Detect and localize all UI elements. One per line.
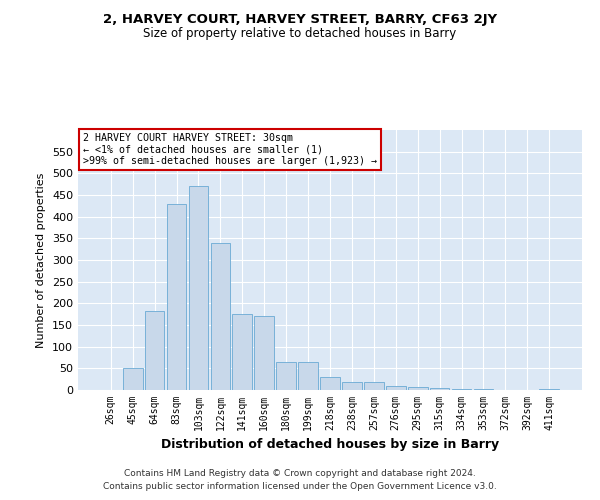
Bar — [232, 314, 252, 390]
Y-axis label: Number of detached properties: Number of detached properties — [37, 172, 46, 348]
Bar — [320, 377, 340, 390]
Bar — [276, 362, 296, 390]
Bar — [298, 362, 318, 390]
Bar — [254, 316, 274, 390]
Text: 2, HARVEY COURT, HARVEY STREET, BARRY, CF63 2JY: 2, HARVEY COURT, HARVEY STREET, BARRY, C… — [103, 12, 497, 26]
Bar — [364, 382, 384, 390]
Bar — [473, 389, 493, 390]
Bar — [145, 311, 164, 390]
Bar — [386, 386, 406, 390]
Bar — [342, 382, 362, 390]
Bar — [430, 388, 449, 390]
Bar — [452, 388, 472, 390]
Bar — [408, 387, 428, 390]
Text: Contains public sector information licensed under the Open Government Licence v3: Contains public sector information licen… — [103, 482, 497, 491]
Bar — [211, 242, 230, 390]
X-axis label: Distribution of detached houses by size in Barry: Distribution of detached houses by size … — [161, 438, 499, 452]
Text: Contains HM Land Registry data © Crown copyright and database right 2024.: Contains HM Land Registry data © Crown c… — [124, 468, 476, 477]
Bar — [123, 368, 143, 390]
Bar — [167, 204, 187, 390]
Bar — [188, 186, 208, 390]
Text: 2 HARVEY COURT HARVEY STREET: 30sqm
← <1% of detached houses are smaller (1)
>99: 2 HARVEY COURT HARVEY STREET: 30sqm ← <1… — [83, 132, 377, 166]
Bar — [539, 389, 559, 390]
Text: Size of property relative to detached houses in Barry: Size of property relative to detached ho… — [143, 28, 457, 40]
